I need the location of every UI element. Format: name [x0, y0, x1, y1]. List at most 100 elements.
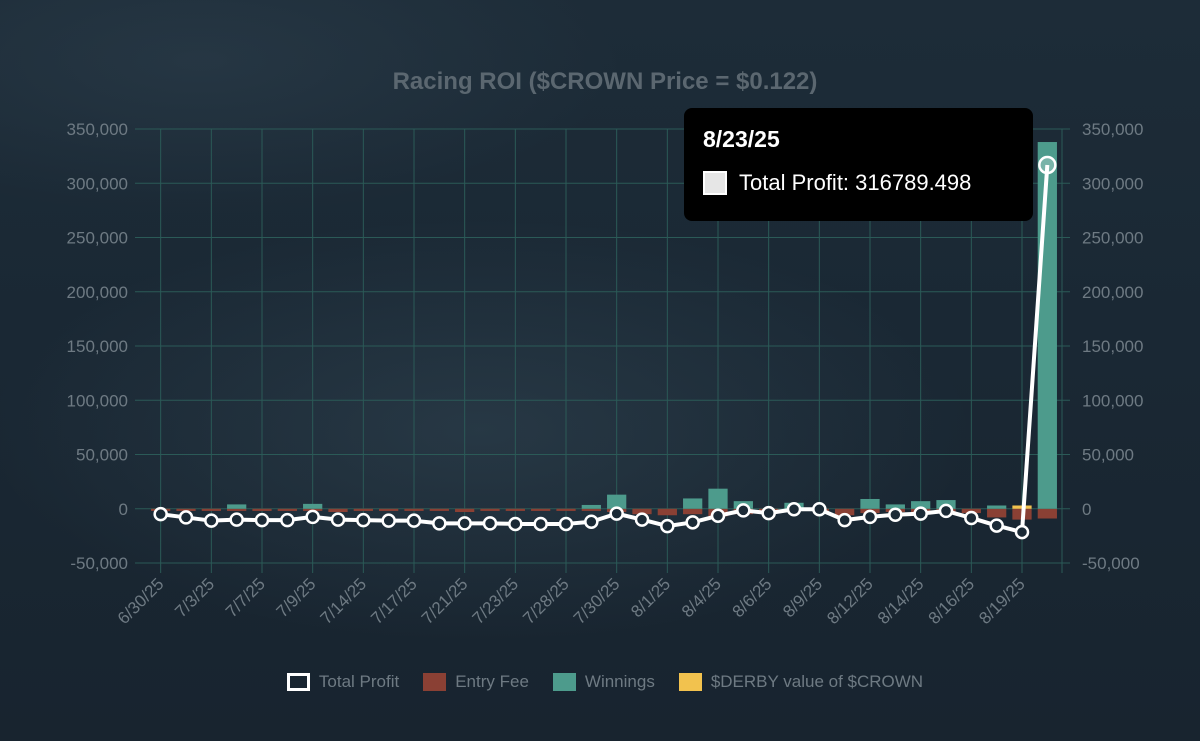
bar-winnings: [1037, 142, 1057, 509]
bar-entry-fee: [455, 508, 475, 513]
point-total-profit: [938, 503, 954, 519]
x-tick-label: 7/9/25: [273, 574, 320, 621]
bar-winnings: [607, 494, 627, 509]
point-total-profit: [432, 516, 447, 531]
x-tick-label: 8/6/25: [729, 574, 776, 621]
point-total-profit: [609, 506, 624, 521]
y-tick-label-left: 150,000: [67, 337, 128, 356]
point-total-profit: [888, 507, 903, 522]
point-total-profit: [280, 512, 295, 528]
legend-swatch-winnings: [552, 673, 576, 691]
x-tick-label: 8/9/25: [779, 574, 826, 621]
legend-swatch-entry-fee: [423, 673, 447, 691]
y-tick-label-right: 50,000: [1082, 446, 1134, 465]
y-tick-label-right: 250,000: [1082, 229, 1143, 248]
legend-item-winnings[interactable]: Winnings: [552, 672, 655, 692]
x-tick-label: 7/7/25: [222, 574, 269, 621]
tooltip-row: Total Profit: 316789.498: [703, 170, 1014, 196]
point-total-profit: [913, 506, 928, 521]
bar-entry-fee: [277, 508, 297, 511]
point-total-profit: [381, 513, 396, 528]
x-tick-label: 8/14/25: [874, 574, 928, 628]
x-tick-label: 7/28/25: [519, 574, 573, 628]
point-total-profit: [710, 508, 726, 524]
y-tick-label-left: 250,000: [67, 229, 128, 248]
y-tick-label-left: 50,000: [76, 446, 128, 465]
legend-label-total-profit: Total Profit: [318, 672, 400, 691]
bar-winnings: [860, 498, 880, 509]
bar-entry-fee: [683, 508, 703, 515]
point-total-profit: [660, 518, 675, 534]
bar-entry-fee: [835, 508, 855, 516]
point-total-profit: [457, 516, 472, 531]
y-tick-label-left: 100,000: [67, 391, 128, 410]
bar-entry-fee: [1037, 508, 1057, 519]
bar-entry-fee: [987, 508, 1007, 518]
y-tick-label-right: 150,000: [1082, 337, 1143, 356]
point-total-profit: [964, 510, 979, 526]
point-total-profit: [786, 502, 802, 517]
legend-label-derby-value: $DERBY value of $CROWN: [710, 672, 924, 691]
y-tick-label-left: -50,000: [70, 554, 128, 573]
point-total-profit: [356, 512, 371, 528]
legend-item-derby-value[interactable]: $DERBY value of $CROWN: [678, 672, 924, 692]
bar-winnings: [885, 504, 905, 509]
bar-entry-fee: [176, 508, 196, 511]
point-total-profit: [482, 516, 498, 531]
bar-entry-fee: [379, 508, 399, 511]
point-total-profit: [229, 512, 244, 527]
bar-entry-fee: [328, 508, 348, 513]
point-total-profit: [178, 510, 194, 525]
bar-entry-fee: [480, 508, 500, 511]
y-tick-label-left: 300,000: [67, 174, 128, 193]
point-total-profit: [558, 516, 574, 532]
bar-entry-fee: [581, 508, 601, 511]
bar-winnings: [227, 504, 247, 509]
x-tick-label: 7/21/25: [418, 574, 472, 628]
x-tick-label: 8/12/25: [823, 574, 877, 628]
legend-swatch-derby-value: [678, 673, 702, 691]
point-total-profit: [305, 509, 320, 525]
x-tick-label: 7/30/25: [570, 574, 624, 628]
y-tick-label-right: 300,000: [1082, 174, 1143, 193]
y-tick-label-right: -50,000: [1082, 554, 1140, 573]
bar-entry-fee: [632, 508, 652, 515]
point-total-profit: [837, 512, 852, 528]
y-tick-label-right: 100,000: [1082, 391, 1143, 410]
point-total-profit: [761, 505, 776, 521]
point-total-profit: [989, 518, 1004, 533]
point-total-profit: [812, 502, 827, 517]
chart-legend: Total Profit Entry Fee Winnings $DERBY v…: [0, 672, 1200, 692]
point-total-profit: [254, 512, 270, 528]
point-total-profit: [153, 506, 168, 522]
point-total-profit: [1014, 524, 1030, 540]
bar-winnings: [303, 503, 323, 509]
point-total-profit: [406, 513, 422, 528]
point-total-profit-active: [1038, 155, 1057, 175]
chart-tooltip: 8/23/25 Total Profit: 316789.498: [684, 108, 1033, 221]
x-tick-label: 8/1/25: [627, 574, 674, 621]
bar-entry-fee: [531, 508, 551, 511]
point-total-profit: [204, 513, 219, 528]
bar-winnings: [987, 505, 1007, 509]
point-total-profit: [533, 516, 548, 532]
bar-entry-fee: [505, 508, 525, 511]
x-tick-label: 8/19/25: [975, 574, 1029, 628]
chart-title: Racing ROI ($CROWN Price = $0.122): [392, 68, 818, 95]
tooltip-title: 8/23/25: [703, 126, 780, 152]
bar-winnings: [911, 501, 931, 509]
y-tick-label-right: 200,000: [1082, 283, 1143, 302]
tooltip-swatch: [703, 171, 727, 195]
y-tick-label-right: 350,000: [1082, 120, 1143, 139]
point-total-profit: [584, 514, 599, 530]
bar-entry-fee: [353, 508, 373, 511]
bar-entry-fee: [252, 508, 272, 511]
legend-item-total-profit[interactable]: Total Profit: [286, 672, 400, 692]
x-tick-label: 7/17/25: [367, 574, 421, 628]
point-total-profit: [634, 512, 650, 527]
bar-entry-fee: [429, 508, 449, 511]
legend-label-entry-fee: Entry Fee: [455, 672, 529, 691]
legend-item-entry-fee[interactable]: Entry Fee: [423, 672, 529, 692]
